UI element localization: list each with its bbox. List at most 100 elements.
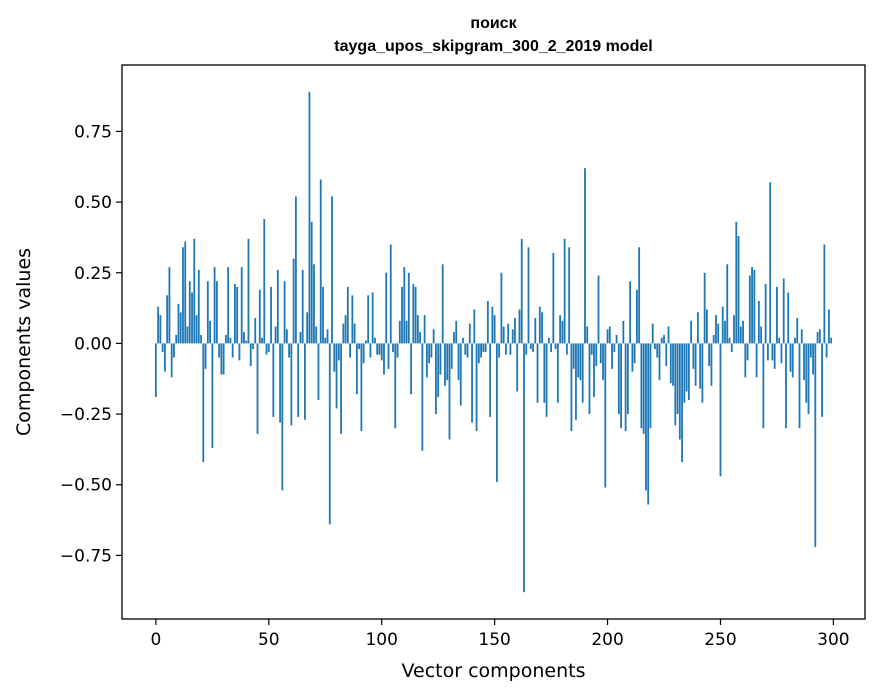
- bar: [333, 343, 336, 372]
- bar: [507, 323, 510, 344]
- bar: [561, 320, 564, 344]
- bar: [243, 332, 245, 344]
- bar: [220, 343, 223, 375]
- bar: [450, 343, 453, 369]
- bar: [717, 323, 720, 344]
- bar: [620, 343, 622, 429]
- bar: [419, 332, 422, 344]
- bar: [428, 343, 431, 364]
- bar: [351, 295, 354, 344]
- bar: [444, 343, 446, 386]
- bar: [654, 343, 656, 350]
- bar: [719, 343, 722, 477]
- bar: [782, 278, 785, 344]
- bar: [577, 343, 580, 378]
- bar: [398, 320, 401, 344]
- y-tick-label: −0.50: [60, 476, 112, 496]
- bar: [480, 343, 482, 358]
- bar: [209, 320, 211, 344]
- bar: [256, 343, 259, 434]
- bar: [541, 312, 543, 344]
- bar: [500, 272, 503, 344]
- bar: [563, 238, 566, 344]
- bar: [746, 343, 749, 361]
- bar: [575, 343, 577, 420]
- bar: [453, 332, 455, 344]
- bar: [581, 343, 584, 403]
- bar: [812, 343, 814, 375]
- bar: [425, 343, 428, 378]
- bar: [229, 337, 232, 344]
- bar: [766, 343, 769, 361]
- bar: [559, 315, 562, 344]
- bar: [193, 238, 196, 344]
- bar: [374, 337, 376, 344]
- bar: [538, 306, 541, 344]
- bar: [737, 236, 740, 344]
- bar: [624, 343, 627, 432]
- bar: [631, 343, 634, 372]
- bar: [493, 315, 496, 344]
- bar: [636, 289, 638, 344]
- bar: [342, 323, 345, 344]
- bar: [570, 343, 573, 432]
- bar: [597, 275, 600, 344]
- bar: [263, 219, 266, 344]
- bar: [294, 196, 297, 344]
- bar: [482, 343, 485, 352]
- bar: [378, 343, 381, 355]
- bar: [195, 315, 198, 344]
- bar: [814, 343, 817, 547]
- bar: [276, 269, 279, 344]
- bar: [252, 343, 254, 350]
- y-tick-label: 0.00: [74, 334, 112, 354]
- bar: [721, 306, 724, 344]
- bar: [520, 238, 523, 344]
- bar: [227, 267, 230, 344]
- bar: [337, 343, 340, 361]
- bar: [486, 301, 489, 344]
- bar: [785, 343, 787, 429]
- bar: [787, 292, 790, 344]
- bar: [475, 343, 478, 432]
- bar: [455, 320, 458, 344]
- bar: [186, 326, 189, 344]
- bar: [773, 343, 776, 369]
- bar: [430, 343, 433, 358]
- bar: [726, 264, 729, 344]
- bar: [514, 317, 516, 344]
- bar: [371, 292, 374, 344]
- bar: [633, 343, 636, 364]
- bar: [584, 168, 586, 344]
- bar: [565, 343, 568, 355]
- bar: [728, 337, 731, 344]
- bar: [283, 281, 286, 344]
- bar: [588, 343, 591, 415]
- bar: [645, 343, 647, 491]
- bar: [346, 286, 349, 344]
- bar: [608, 326, 611, 344]
- bar: [611, 343, 613, 369]
- bar: [678, 343, 681, 440]
- bar: [234, 284, 236, 344]
- bar: [674, 343, 677, 426]
- bar: [328, 343, 331, 525]
- bar: [292, 258, 295, 344]
- bar: [794, 337, 796, 344]
- bar: [518, 309, 521, 344]
- bar: [376, 343, 379, 355]
- bar: [724, 320, 726, 344]
- bar: [245, 340, 248, 344]
- bar: [572, 343, 575, 369]
- bar: [762, 343, 765, 429]
- bar: [188, 281, 191, 344]
- bar: [290, 343, 293, 426]
- bar: [803, 343, 805, 381]
- bar: [362, 343, 365, 364]
- bar: [215, 281, 218, 344]
- bar: [484, 343, 487, 352]
- bar: [638, 247, 641, 344]
- bar: [622, 320, 625, 344]
- bar: [796, 317, 799, 344]
- bar: [164, 343, 166, 372]
